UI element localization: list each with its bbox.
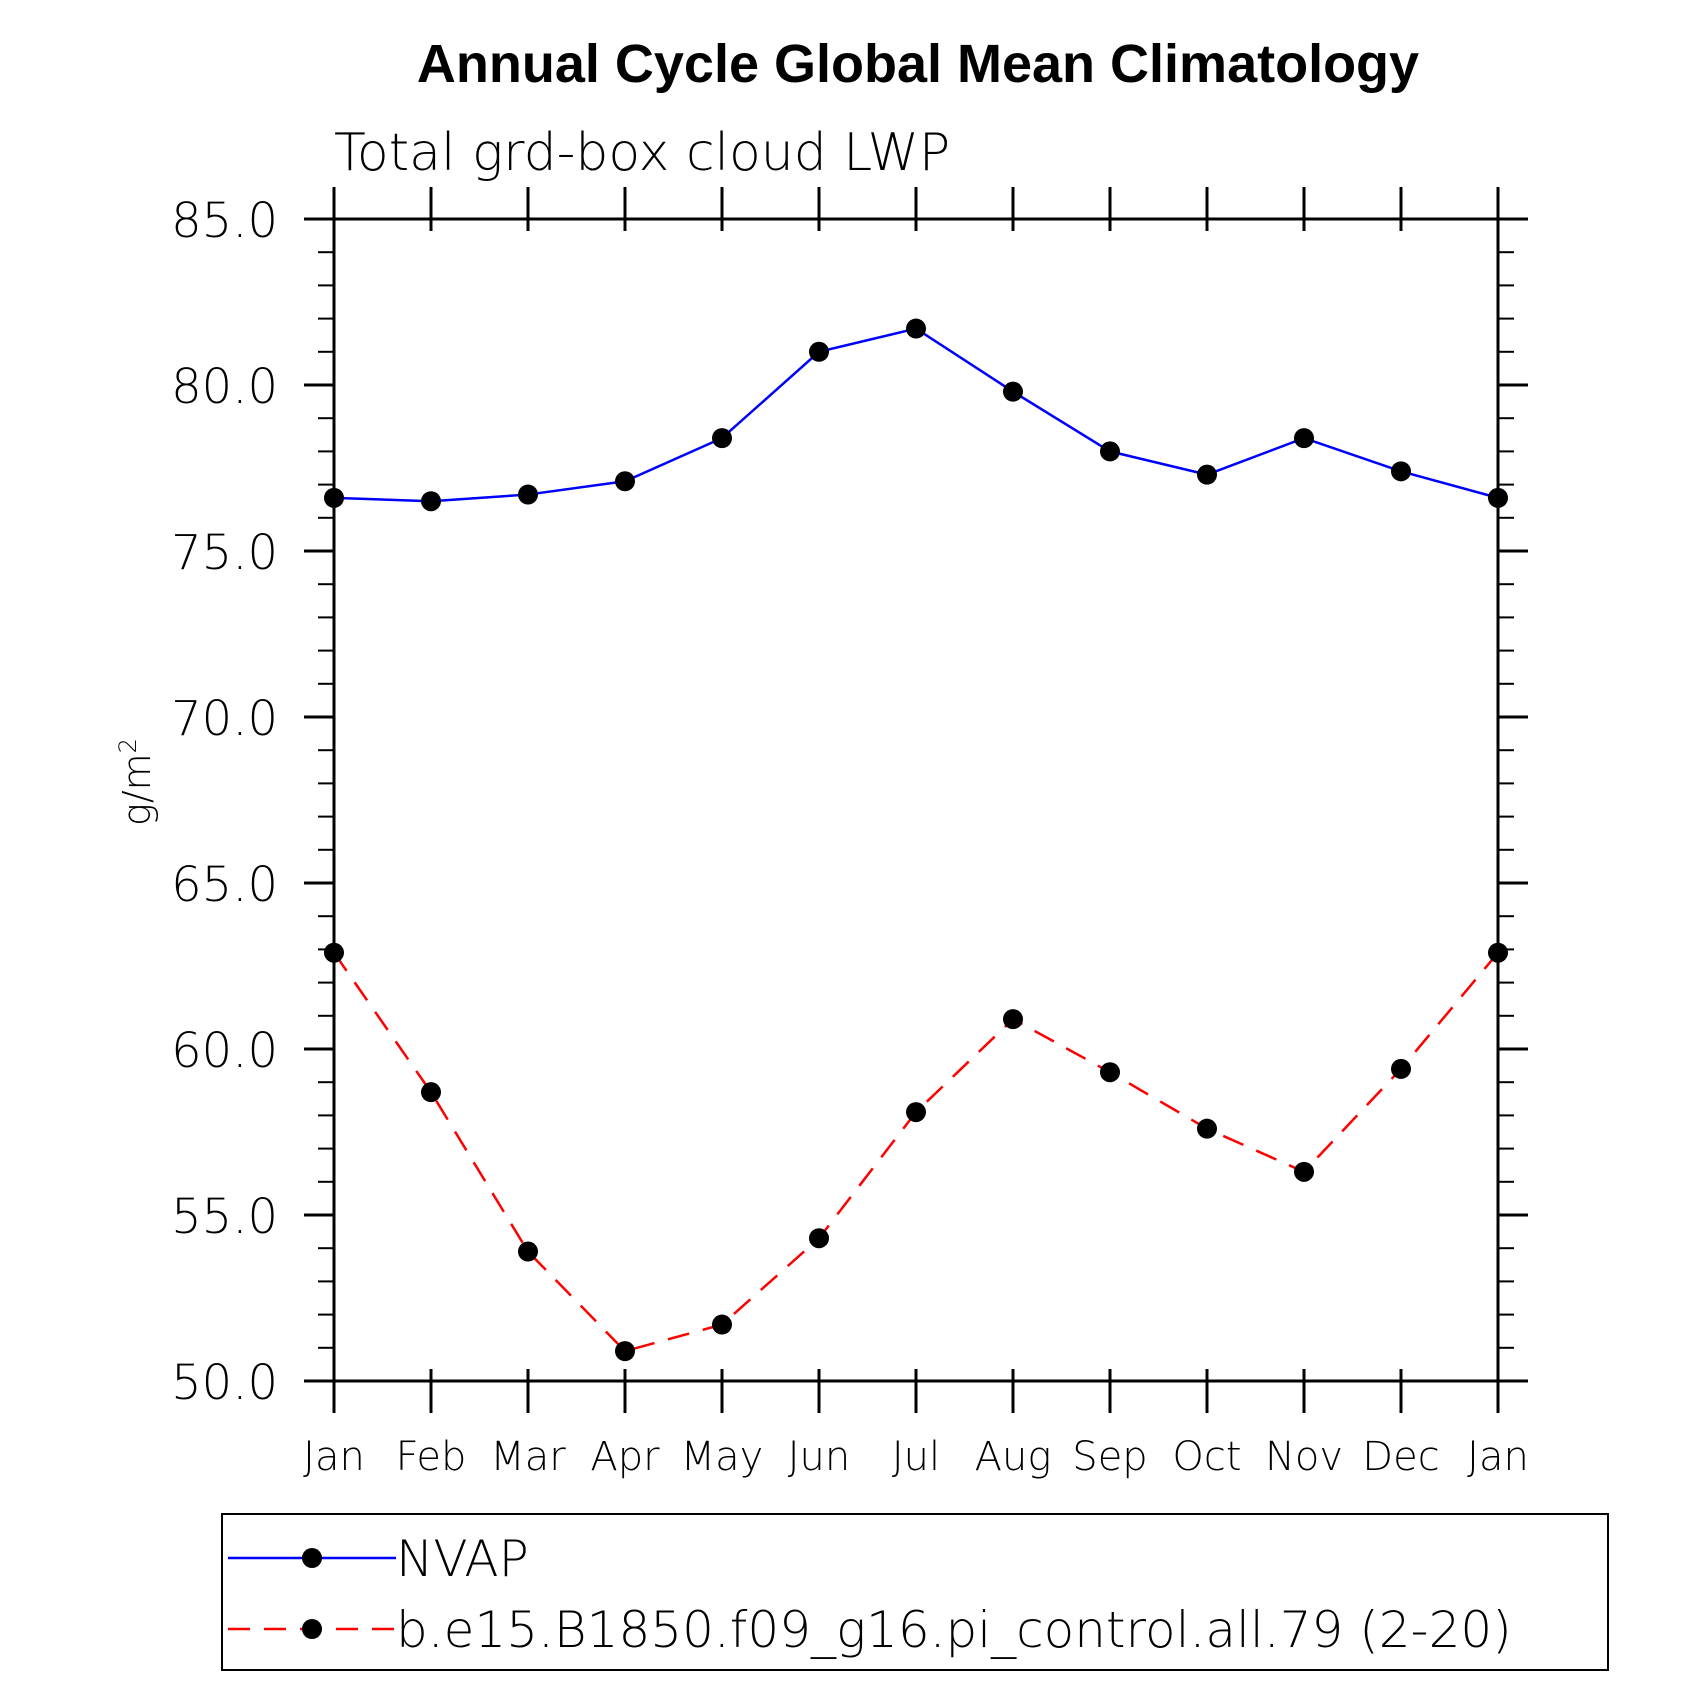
- data-point-0: [906, 318, 926, 339]
- data-point-0: [1100, 441, 1120, 462]
- data-point-1: [1003, 1009, 1023, 1030]
- y-tick-label: 55.0: [171, 1189, 278, 1245]
- data-point-0: [615, 471, 635, 492]
- data-point-1: [809, 1228, 829, 1249]
- data-point-1: [1294, 1161, 1314, 1182]
- legend: NVAP b.e15.B1850.f09_g16.pi_control.all.…: [221, 1513, 1609, 1671]
- x-axis-tick-labels: Jan Feb Mar Apr May Jun Jul Aug Sep Oct Nov Dec Jan: [303, 1434, 1529, 1480]
- data-point-0: [1391, 461, 1411, 482]
- y-axis-label: g/m2: [114, 738, 159, 826]
- x-tick-label: Feb: [396, 1434, 467, 1480]
- legend-label-nvap: NVAP: [396, 1530, 529, 1588]
- chart-subtitle: Total grd-box cloud LWP: [334, 123, 950, 183]
- x-tick-label: Mar: [490, 1434, 566, 1480]
- y-axis-label-unit: g/m: [115, 753, 159, 826]
- x-tick-label: Sep: [1072, 1434, 1147, 1480]
- x-tick-label: Oct: [1172, 1434, 1241, 1480]
- y-axis-tick-labels: 50.0 55.0 60.0 65.0 70.0 75.0 80.0 85.0: [171, 193, 278, 1411]
- data-point-1: [518, 1241, 538, 1262]
- chart-title: Annual Cycle Global Mean Climatology: [417, 34, 1419, 94]
- legend-box: [221, 1513, 1609, 1671]
- data-point-0: [809, 341, 829, 362]
- x-tick-label: Jan: [303, 1434, 365, 1480]
- data-point-1: [1100, 1062, 1120, 1083]
- legend-label-model: b.e15.B1850.f09_g16.pi_control.all.79 (2…: [396, 1601, 1512, 1659]
- data-point-1: [1391, 1058, 1411, 1079]
- data-point-0: [712, 428, 732, 449]
- y-tick-label: 50.0: [171, 1355, 278, 1411]
- data-point-0: [1294, 428, 1314, 449]
- y-tick-label: 60.0: [171, 1023, 278, 1079]
- y-tick-label: 85.0: [171, 193, 278, 249]
- data-point-0: [518, 484, 538, 505]
- x-tick-label: Dec: [1362, 1434, 1439, 1480]
- data-point-0: [421, 491, 441, 512]
- data-point-1: [615, 1341, 635, 1362]
- x-tick-label: Nov: [1265, 1434, 1343, 1480]
- y-tick-label: 70.0: [171, 691, 278, 747]
- chart-marks: [324, 318, 1508, 1362]
- y-tick-label: 80.0: [171, 359, 278, 415]
- data-point-0: [1197, 464, 1217, 485]
- x-tick-label: May: [681, 1434, 764, 1480]
- data-point-1: [712, 1314, 732, 1335]
- y-tick-label: 65.0: [171, 857, 278, 913]
- y-tick-label: 75.0: [171, 525, 278, 581]
- axis-ticks: [304, 187, 1528, 1413]
- x-tick-label: Apr: [590, 1434, 660, 1480]
- x-tick-label: Jul: [892, 1434, 940, 1480]
- x-tick-label: Jun: [788, 1434, 851, 1480]
- data-point-1: [906, 1102, 926, 1123]
- data-point-0: [1003, 381, 1023, 402]
- x-tick-label: Jan: [1467, 1434, 1529, 1480]
- legend-marker-model: [302, 1619, 322, 1639]
- data-point-1: [1197, 1118, 1217, 1139]
- y-axis-label-exponent: 2: [114, 738, 142, 753]
- x-tick-label: Aug: [975, 1434, 1052, 1480]
- data-point-1: [421, 1082, 441, 1103]
- legend-marker-nvap: [302, 1548, 322, 1568]
